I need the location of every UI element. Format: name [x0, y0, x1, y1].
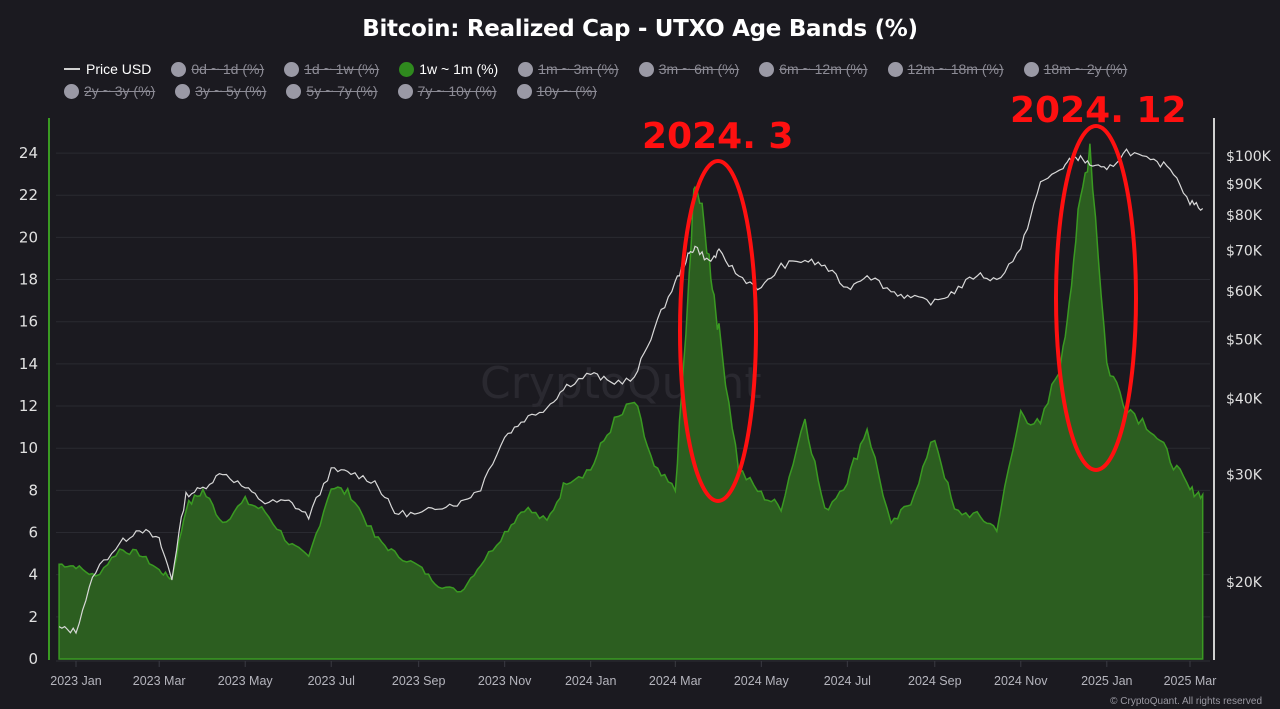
y-tick-label: 0: [28, 650, 38, 668]
legend-item[interactable]: 3y ~ 5y (%): [175, 83, 266, 99]
legend-label: 1d ~ 1w (%): [304, 61, 380, 77]
y-tick-label: 4: [28, 566, 38, 584]
circle-marker-icon: [887, 61, 903, 77]
x-axis: 2023 Jan 2023 Mar 2023 May 2023 Jul 2023 Sep…: [50, 661, 1216, 688]
legend-item[interactable]: 0d ~ 1d (%): [171, 61, 264, 77]
annotation-ellipse-2024-12: [1054, 124, 1138, 472]
y-tick-label: 2: [28, 608, 38, 626]
y-right-tick-label: $80K: [1226, 208, 1263, 224]
circle-marker-icon: [175, 83, 191, 99]
annotation-ellipse-2024-3: [678, 159, 758, 503]
y-tick-label: 22: [19, 186, 38, 204]
x-tick-label: 2023 Sep: [392, 674, 446, 688]
legend-label: 2y ~ 3y (%): [84, 83, 156, 99]
legend-item[interactable]: 6m ~ 12m (%): [759, 61, 868, 77]
legend-label: 5y ~ 7y (%): [306, 83, 378, 99]
legend-label: 12m ~ 18m (%): [907, 61, 1004, 77]
y-tick-label: 16: [19, 313, 38, 331]
right-y-axis: $20K $30K $40K $50K $60K $70K $80K $90K $100K: [1226, 149, 1272, 591]
circle-marker-icon: [516, 83, 532, 99]
y-right-tick-label: $60K: [1226, 284, 1263, 300]
x-tick-label: 2023 May: [218, 674, 274, 688]
legend-row-1: Price USD 0d ~ 1d (%) 1d ~ 1w (%) 1w ~ 1m (…: [64, 58, 1244, 80]
y-right-tick-label: $30K: [1226, 468, 1263, 484]
y-tick-label: 10: [19, 439, 38, 457]
annotation-label-2024-3: 2024. 3: [642, 116, 793, 157]
legend-label: 6m ~ 12m (%): [779, 61, 868, 77]
legend-label: 1m ~ 3m (%): [538, 61, 619, 77]
circle-marker-icon: [171, 61, 187, 77]
circle-marker-icon: [1023, 61, 1039, 77]
legend-row-2: 2y ~ 3y (%) 3y ~ 5y (%) 5y ~ 7y (%) 7y ~ 10…: [64, 80, 1244, 102]
copyright-notice: © CryptoQuant. All rights reserved: [1110, 696, 1262, 707]
legend-label: 1w ~ 1m (%): [419, 61, 499, 77]
circle-marker-icon: [284, 61, 300, 77]
y-right-tick-label: $70K: [1226, 243, 1263, 259]
legend-item[interactable]: 1m ~ 3m (%): [518, 61, 619, 77]
legend-label: 3m ~ 6m (%): [658, 61, 740, 77]
legend-label: 3y ~ 5y (%): [195, 83, 267, 99]
legend-item[interactable]: 3m ~ 6m (%): [638, 61, 740, 77]
legend-item[interactable]: 12m ~ 18m (%): [887, 61, 1004, 77]
legend-item[interactable]: 2y ~ 3y (%): [64, 83, 155, 99]
x-tick-label: 2024 May: [734, 674, 790, 688]
circle-marker-icon: [64, 83, 79, 99]
y-tick-label: 12: [19, 397, 38, 415]
legend-label: Price USD: [86, 61, 152, 77]
x-tick-label: 2025 Jan: [1081, 674, 1132, 688]
legend-item[interactable]: 1d ~ 1w (%): [284, 61, 379, 77]
legend-item[interactable]: 7y ~ 10y (%): [397, 83, 497, 99]
y-tick-label: 6: [28, 524, 38, 542]
circle-marker-icon: [397, 83, 413, 99]
x-tick-label: 2024 Jan: [565, 674, 616, 688]
line-marker-icon: [64, 68, 80, 70]
x-tick-label: 2023 Jul: [308, 674, 355, 688]
legend-item[interactable]: 1w ~ 1m (%): [399, 61, 498, 77]
y-right-tick-label: $100K: [1226, 149, 1272, 165]
x-tick-label: 2023 Mar: [133, 674, 186, 688]
annotation-label-2024-12: 2024. 12: [1010, 90, 1187, 131]
circle-marker-icon: [759, 61, 775, 77]
y-right-tick-label: $40K: [1226, 392, 1263, 408]
y-right-tick-label: $90K: [1226, 177, 1263, 193]
chart-title: Bitcoin: Realized Cap - UTXO Age Bands (…: [362, 16, 918, 42]
x-tick-label: 2024 Mar: [649, 674, 702, 688]
circle-marker-icon: [638, 61, 654, 77]
area-series-1w-1m: [58, 143, 1204, 660]
x-tick-label: 2024 Jul: [824, 674, 871, 688]
legend-item[interactable]: 10y ~ (%): [516, 83, 597, 99]
x-tick-label: 2024 Nov: [994, 674, 1048, 688]
y-tick-label: 8: [28, 481, 38, 499]
y-tick-label: 14: [19, 355, 38, 373]
legend-label: 0d ~ 1d (%): [191, 61, 265, 77]
legend-item[interactable]: 5y ~ 7y (%): [286, 83, 378, 99]
y-tick-label: 18: [19, 271, 38, 289]
y-tick-label: 24: [19, 144, 38, 162]
x-tick-label: 2024 Sep: [908, 674, 962, 688]
legend-label: 7y ~ 10y (%): [417, 83, 497, 99]
legend: Price USD 0d ~ 1d (%) 1d ~ 1w (%) 1w ~ 1m (…: [64, 58, 1244, 102]
y-right-tick-label: $20K: [1226, 575, 1263, 591]
y-right-tick-label: $50K: [1226, 332, 1263, 348]
circle-marker-icon: [399, 61, 415, 77]
circle-marker-icon: [518, 61, 534, 77]
circle-marker-icon: [286, 83, 302, 99]
x-tick-label: 2023 Jan: [50, 674, 101, 688]
line-series-price-usd: [58, 148, 1204, 635]
x-tick-label: 2025 Mar: [1164, 674, 1217, 688]
legend-item[interactable]: 18m ~ 2y (%): [1023, 61, 1128, 77]
x-tick-label: 2023 Nov: [478, 674, 532, 688]
legend-label: 10y ~ (%): [536, 83, 597, 99]
legend-item[interactable]: Price USD: [64, 61, 151, 77]
legend-label: 18m ~ 2y (%): [1043, 61, 1128, 77]
y-tick-label: 20: [19, 228, 38, 246]
